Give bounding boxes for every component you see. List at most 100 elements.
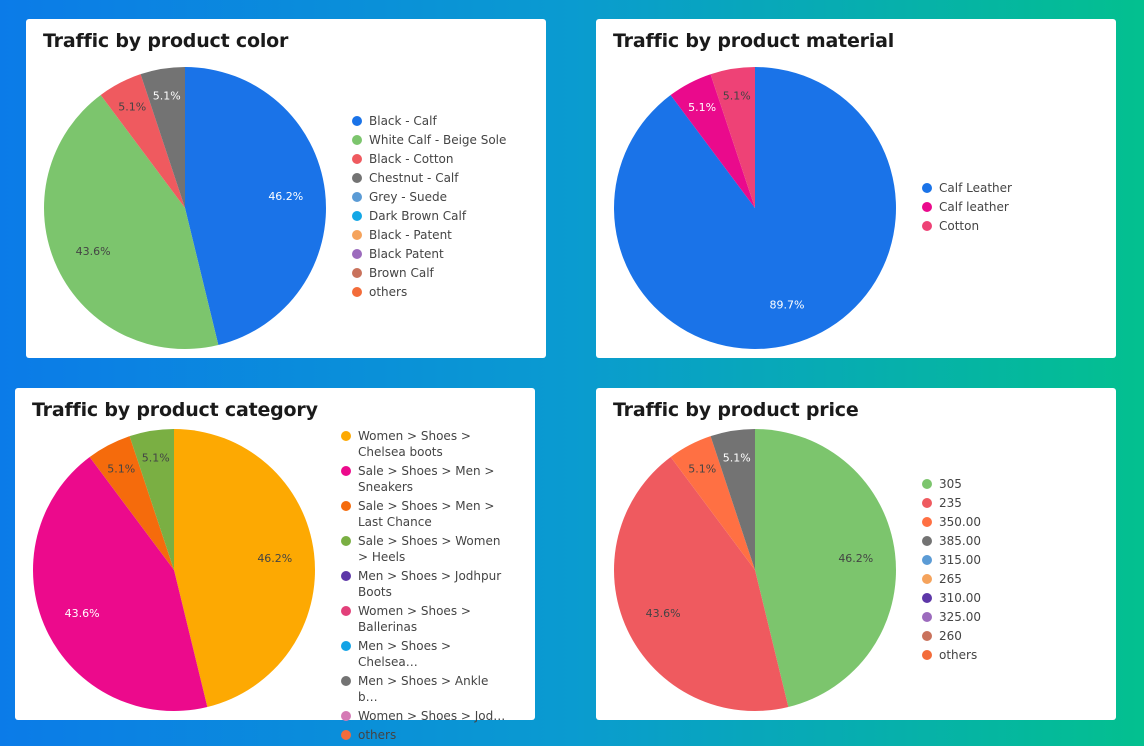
legend-swatch bbox=[341, 466, 351, 476]
legend-item[interactable]: Cotton bbox=[922, 218, 1012, 234]
legend-swatch bbox=[341, 730, 351, 740]
pie-slice-305[interactable] bbox=[755, 429, 896, 708]
legend-swatch bbox=[922, 536, 932, 546]
chart-title: Traffic by product category bbox=[32, 399, 318, 421]
pie-slice-sale-shoes-men-sneakers[interactable] bbox=[33, 456, 208, 711]
legend-label: 305 bbox=[939, 477, 962, 491]
legend-swatch bbox=[341, 431, 351, 441]
legend-swatch bbox=[341, 711, 351, 721]
legend-label: Men > Shoes > Ankle b… bbox=[358, 674, 489, 704]
legend-item[interactable]: Brown Calf bbox=[352, 265, 506, 281]
legend-label: Black Patent bbox=[369, 247, 444, 261]
pie-slice-350-00[interactable] bbox=[670, 436, 755, 570]
legend-item[interactable]: Sale > Shoes > Men > Sneakers bbox=[341, 463, 508, 495]
slice-label: 43.6% bbox=[76, 245, 111, 258]
legend-label: Calf leather bbox=[939, 200, 1009, 214]
pie-slice-cotton[interactable] bbox=[710, 67, 755, 208]
legend-label: others bbox=[369, 285, 408, 299]
legend-item[interactable]: 315.00 bbox=[922, 552, 981, 568]
legend-item[interactable]: Women > Shoes > Chelsea boots bbox=[341, 428, 508, 460]
legend-item[interactable]: Chestnut - Calf bbox=[352, 170, 506, 186]
slice-label: 89.7% bbox=[770, 298, 805, 311]
legend-item[interactable]: Women > Shoes > Ballerinas bbox=[341, 603, 508, 635]
pie-chart-product-price: 46.2% 43.6% 5.1% 5.1% bbox=[614, 429, 896, 711]
slice-label: 46.2% bbox=[268, 190, 303, 203]
legend-item[interactable]: Black Patent bbox=[352, 246, 506, 262]
legend-item[interactable]: Black - Cotton bbox=[352, 151, 506, 167]
legend-product-color: Black - Calf White Calf - Beige Sole Black… bbox=[352, 113, 506, 303]
legend-swatch bbox=[352, 268, 362, 278]
legend-item[interactable]: Calf Leather bbox=[922, 180, 1012, 196]
legend-label: 385.00 bbox=[939, 534, 981, 548]
legend-swatch bbox=[341, 641, 351, 651]
legend-swatch bbox=[341, 606, 351, 616]
pie-slice-black-calf[interactable] bbox=[185, 67, 326, 346]
legend-item[interactable]: White Calf - Beige Sole bbox=[352, 132, 506, 148]
pie-chart-product-color: 46.2% 43.6% 5.1% 5.1% bbox=[44, 67, 326, 349]
legend-item[interactable]: 305 bbox=[922, 476, 981, 492]
legend-label: 260 bbox=[939, 629, 962, 643]
pie-slice-white-calf-beige-sole[interactable] bbox=[44, 94, 219, 349]
slice-label: 5.1% bbox=[688, 101, 716, 114]
chart-title: Traffic by product price bbox=[613, 399, 859, 421]
pie-slice-women-shoes-chelsea-boots[interactable] bbox=[174, 429, 315, 708]
legend-label: Brown Calf bbox=[369, 266, 434, 280]
legend-swatch bbox=[922, 221, 932, 231]
legend-item[interactable]: Men > Shoes > Jodhpur Boots bbox=[341, 568, 508, 600]
slice-label: 5.1% bbox=[723, 451, 751, 464]
legend-item[interactable]: others bbox=[352, 284, 506, 300]
legend-item[interactable]: 260 bbox=[922, 628, 981, 644]
slice-label: 43.6% bbox=[646, 607, 681, 620]
legend-item[interactable]: Sale > Shoes > Women > Heels bbox=[341, 533, 508, 565]
legend-item[interactable]: Women > Shoes > Jod… bbox=[341, 708, 508, 724]
legend-label: Men > Shoes > Jodhpur Boots bbox=[358, 569, 502, 599]
legend-label: 325.00 bbox=[939, 610, 981, 624]
legend-label: Black - Cotton bbox=[369, 152, 454, 166]
chart-card-product-color: Traffic by product color 46.2% 43.6% 5.1% 5… bbox=[26, 19, 546, 358]
legend-item[interactable]: 350.00 bbox=[922, 514, 981, 530]
legend-item[interactable]: Sale > Shoes > Men > Last Chance bbox=[341, 498, 508, 530]
legend-item[interactable]: Men > Shoes > Ankle b… bbox=[341, 673, 508, 705]
legend-item[interactable]: 235 bbox=[922, 495, 981, 511]
legend-item[interactable]: others bbox=[341, 727, 508, 743]
pie-slice-sale-shoes-men-last-chance[interactable] bbox=[89, 436, 174, 570]
legend-swatch bbox=[341, 676, 351, 686]
legend-swatch bbox=[341, 536, 351, 546]
legend-item[interactable]: 265 bbox=[922, 571, 981, 587]
legend-item[interactable]: Dark Brown Calf bbox=[352, 208, 506, 224]
pie-slice-calf-leather[interactable] bbox=[670, 74, 755, 208]
legend-label: 265 bbox=[939, 572, 962, 586]
chart-card-product-material: Traffic by product material 89.7% 5.1% 5.1… bbox=[596, 19, 1116, 358]
chart-title: Traffic by product color bbox=[43, 30, 289, 52]
legend-swatch bbox=[341, 501, 351, 511]
pie-slice-235[interactable] bbox=[614, 456, 789, 711]
legend-label: White Calf - Beige Sole bbox=[369, 133, 507, 147]
legend-swatch bbox=[922, 555, 932, 565]
legend-item[interactable]: Black - Calf bbox=[352, 113, 506, 129]
legend-item[interactable]: 385.00 bbox=[922, 533, 981, 549]
slice-label: 5.1% bbox=[688, 463, 716, 476]
legend-swatch bbox=[922, 202, 932, 212]
legend-product-price: 305 235 350.00 385.00 315.00 265 310.00 325.00 2… bbox=[922, 476, 981, 666]
legend-label: Calf Leather bbox=[939, 181, 1012, 195]
legend-item[interactable]: Black - Patent bbox=[352, 227, 506, 243]
legend-item[interactable]: Grey - Suede bbox=[352, 189, 506, 205]
legend-swatch bbox=[922, 574, 932, 584]
pie-slice-385-00[interactable] bbox=[710, 429, 755, 570]
legend-swatch bbox=[352, 116, 362, 126]
legend-label: Grey - Suede bbox=[369, 190, 448, 204]
legend-label: 310.00 bbox=[939, 591, 981, 605]
legend-item[interactable]: others bbox=[922, 647, 981, 663]
pie-slice-chestnut-calf[interactable] bbox=[140, 67, 185, 208]
legend-item[interactable]: Men > Shoes > Chelsea… bbox=[341, 638, 508, 670]
legend-swatch bbox=[352, 173, 362, 183]
legend-item[interactable]: 325.00 bbox=[922, 609, 981, 625]
pie-slice-black-cotton[interactable] bbox=[100, 74, 185, 208]
legend-label: 350.00 bbox=[939, 515, 981, 529]
legend-label: Women > Shoes > Ballerinas bbox=[358, 604, 471, 634]
pie-slice-sale-shoes-women-heels[interactable] bbox=[129, 429, 174, 570]
legend-product-category: Women > Shoes > Chelsea boots Sale > Shoe… bbox=[341, 428, 508, 746]
legend-label: Black - Patent bbox=[369, 228, 452, 242]
legend-item[interactable]: 310.00 bbox=[922, 590, 981, 606]
legend-item[interactable]: Calf leather bbox=[922, 199, 1012, 215]
